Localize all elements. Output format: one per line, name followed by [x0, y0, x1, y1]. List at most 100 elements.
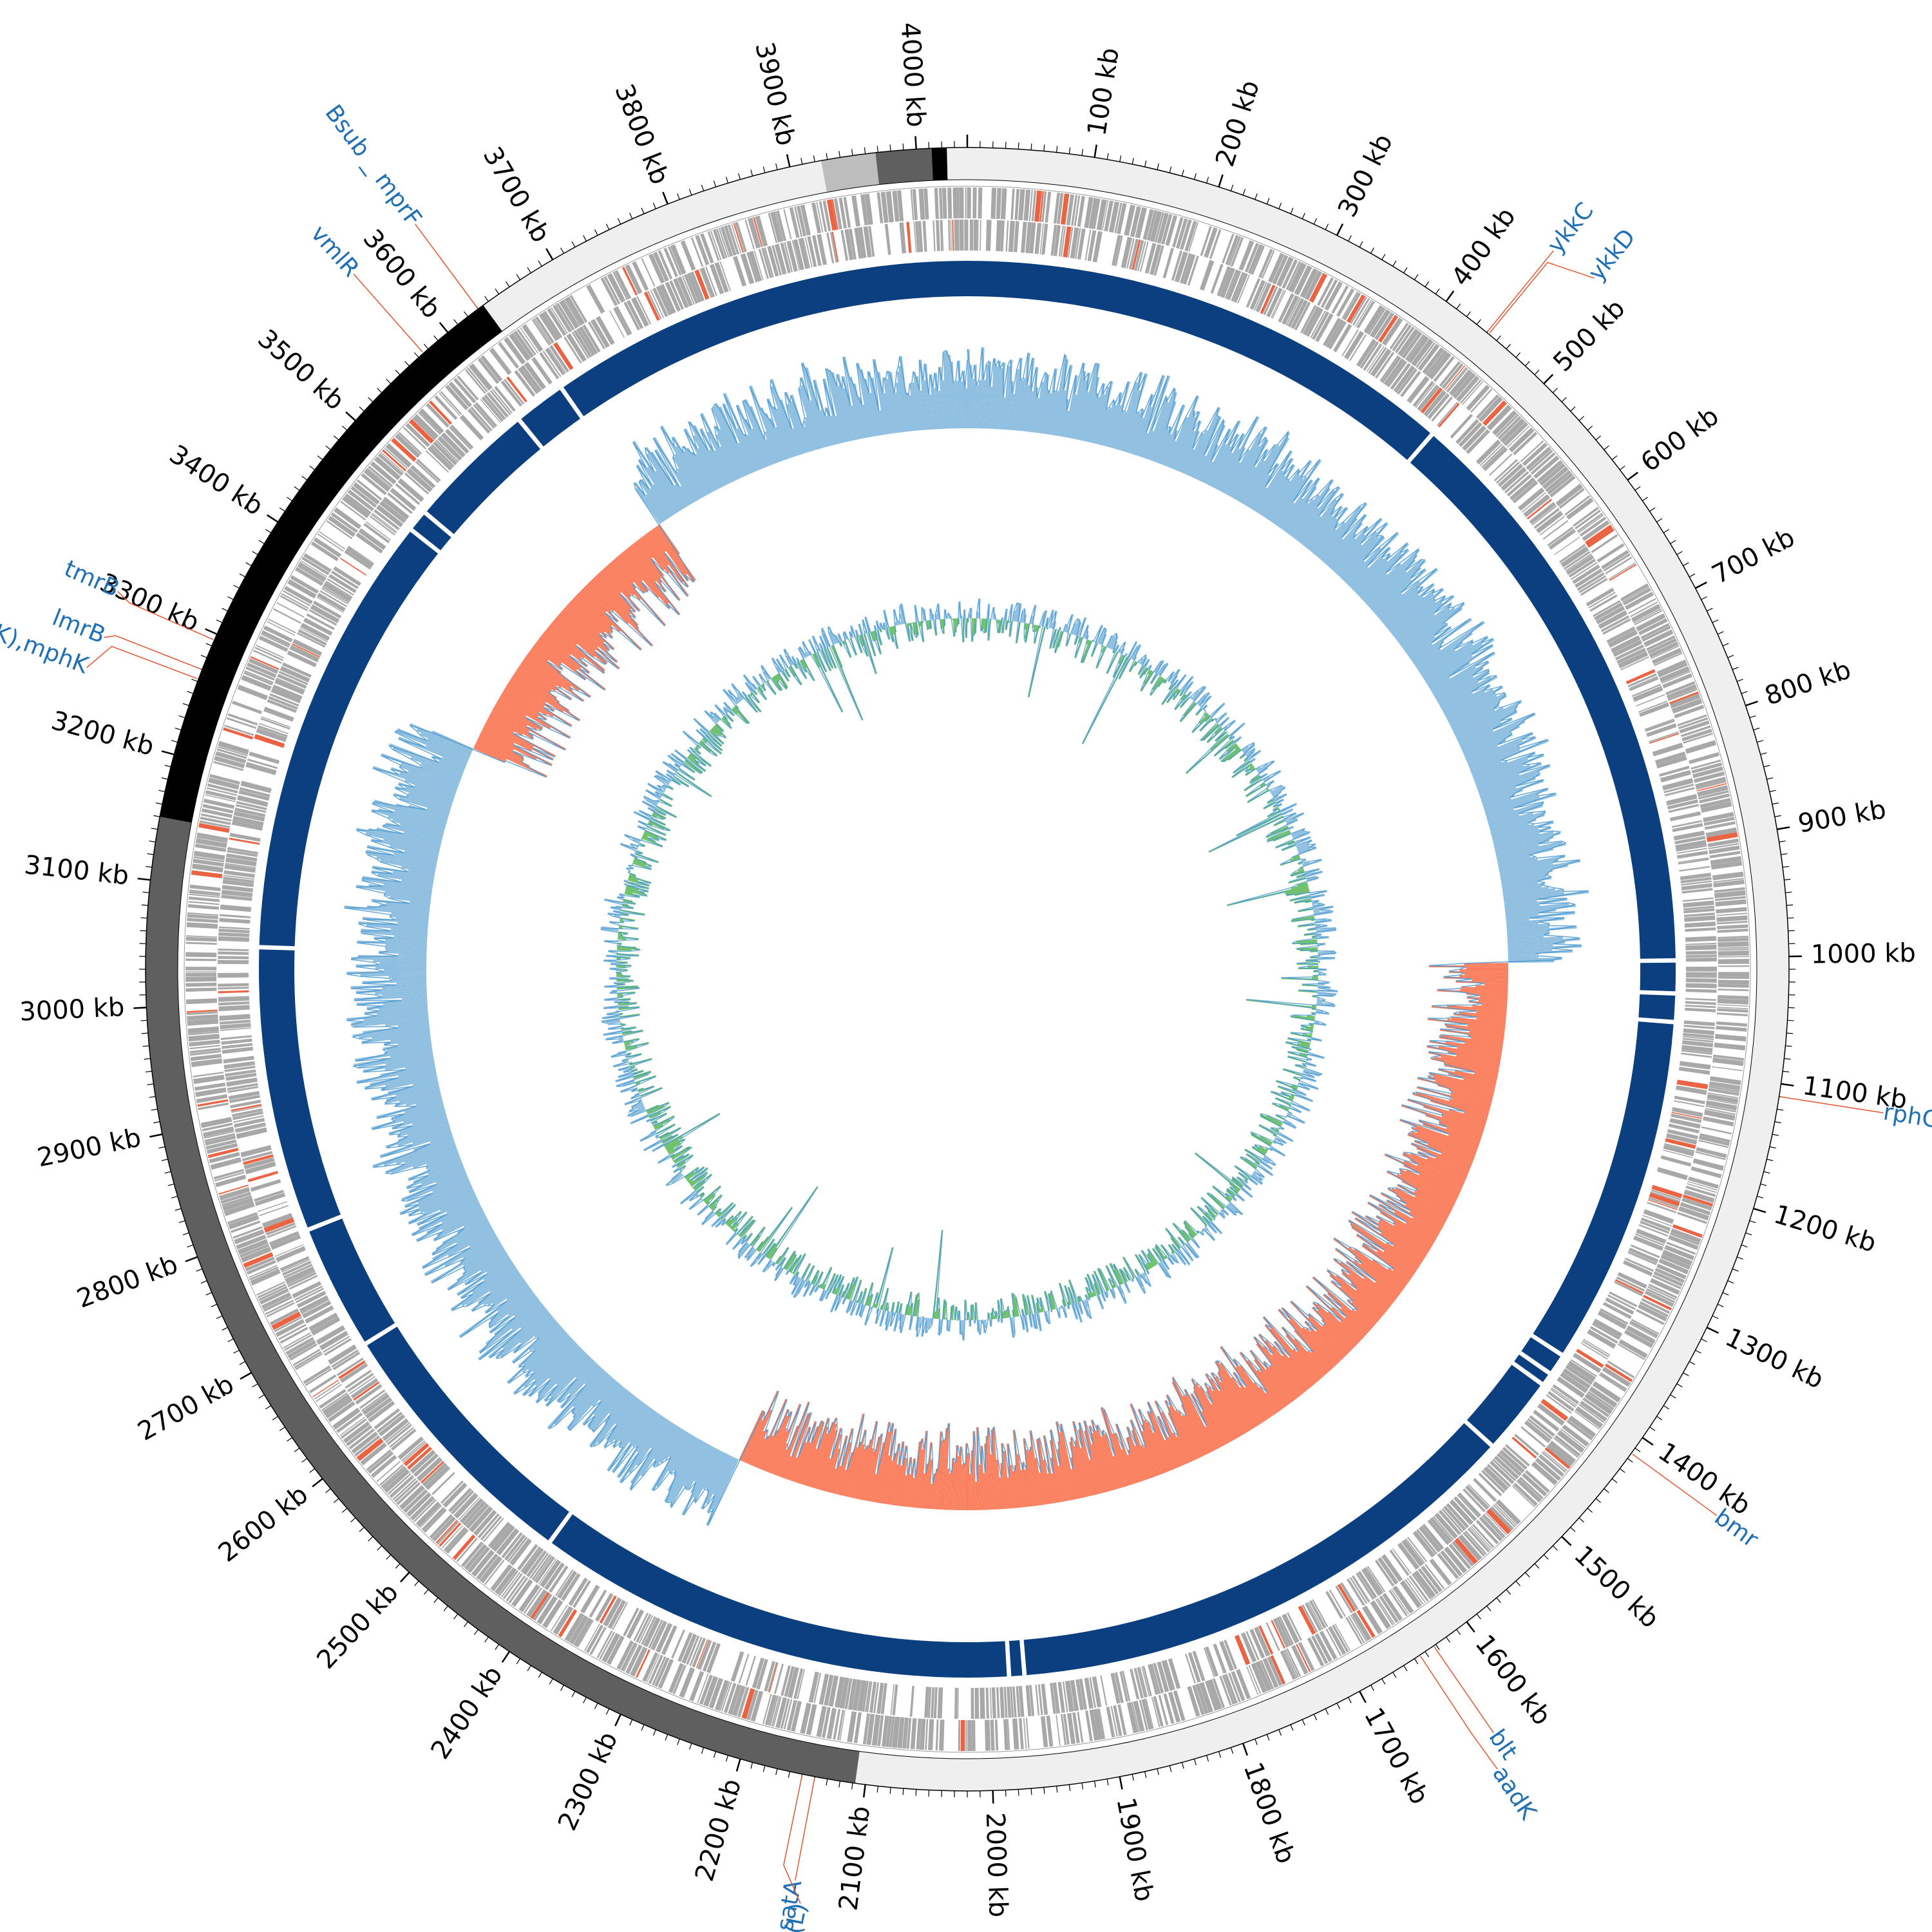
gc-content-bin	[1088, 1292, 1092, 1298]
gc-skew-positive-bin	[1313, 528, 1337, 555]
cds-feature	[1184, 220, 1197, 252]
cds-feature	[533, 357, 553, 384]
cds-feature	[1137, 241, 1146, 272]
tick-label: 3700 kb	[477, 142, 556, 248]
gc-skew-negative-bin	[1047, 1473, 1054, 1504]
tick-label: 800 kb	[1761, 655, 1855, 712]
cds-feature	[268, 618, 296, 634]
cds-feature	[1540, 1399, 1569, 1421]
cds-feature	[1153, 1662, 1164, 1694]
cds-feature	[1497, 1452, 1522, 1477]
cds-feature	[1446, 368, 1468, 393]
cds-feature	[1676, 850, 1709, 859]
cds-feature	[1066, 194, 1074, 225]
minor-tick	[1476, 1613, 1481, 1620]
cds-feature	[1629, 1247, 1659, 1263]
cds-feature	[1690, 759, 1721, 770]
minor-tick	[1722, 643, 1729, 647]
gc-skew-negative-bin	[1273, 1341, 1312, 1388]
gc-skew-positive-bin	[1293, 507, 1319, 540]
cds-feature	[480, 399, 501, 423]
cds-feature	[1589, 1326, 1618, 1344]
cds-feature	[728, 1684, 742, 1715]
minor-tick	[265, 529, 272, 533]
cds-feature	[279, 666, 310, 683]
minor-tick	[1619, 1468, 1625, 1473]
cds-feature	[897, 1717, 905, 1748]
gc-content-bin	[1045, 1311, 1050, 1324]
cds-feature	[991, 1687, 996, 1719]
gc-skew-positive-bin	[636, 1415, 663, 1453]
gc-content-bin	[1118, 654, 1124, 664]
cds-feature	[413, 1453, 439, 1477]
gc-skew-positive-bin	[803, 421, 815, 451]
cds-feature	[1052, 1682, 1057, 1714]
gc-skew-negative-bin	[758, 1435, 774, 1470]
gc-content-bin	[1291, 831, 1305, 837]
cds-feature	[296, 1291, 327, 1309]
gc-skew-positive-bin	[1507, 936, 1563, 942]
cds-feature	[646, 1654, 660, 1683]
gc-skew-positive-bin	[430, 1134, 453, 1144]
cds-feature	[1407, 1537, 1428, 1562]
cds-feature	[1608, 562, 1636, 580]
major-tick	[1218, 174, 1224, 187]
gc-content-bin	[984, 1320, 987, 1329]
cds-feature	[462, 1501, 486, 1526]
gc-skew-positive-bin	[381, 753, 460, 784]
cds-feature	[1482, 1513, 1506, 1538]
gc-skew-negative-bin	[612, 559, 634, 583]
cds-feature	[1396, 368, 1418, 395]
gc-skew-negative-bin	[1210, 1372, 1249, 1433]
cds-feature	[520, 365, 542, 393]
cds-feature	[700, 233, 714, 264]
cds-feature	[1399, 1580, 1422, 1609]
gc-skew-positive-bin	[378, 808, 446, 829]
gc-skew-positive-bin	[636, 1419, 669, 1466]
cds-feature	[948, 220, 951, 251]
minor-tick	[571, 1690, 576, 1698]
gc-skew-negative-bin	[1384, 1153, 1463, 1190]
gc-skew-positive-bin	[1367, 571, 1407, 607]
gc-skew-positive-bin	[354, 1047, 433, 1061]
gc-content-bin	[981, 618, 983, 631]
cds-feature	[793, 206, 803, 237]
gc-skew-positive-bin	[403, 831, 442, 843]
cds-feature	[243, 1252, 274, 1268]
minor-tick	[1169, 166, 1172, 173]
major-tick	[1777, 826, 1790, 831]
gc-content-bin	[1226, 1195, 1232, 1202]
cds-feature	[359, 1389, 386, 1410]
gc-skew-negative-bin	[1463, 1078, 1496, 1088]
gc-skew-negative-bin	[1323, 1324, 1352, 1352]
gc-skew-positive-bin	[603, 1399, 641, 1448]
cds-feature	[200, 813, 232, 822]
cds-feature	[187, 1018, 219, 1026]
gc-skew-positive-bin	[1134, 406, 1153, 456]
cds-feature	[1251, 1662, 1267, 1693]
cds-feature	[265, 1300, 294, 1315]
cds-feature	[1457, 1492, 1482, 1517]
cds-feature	[1204, 227, 1218, 258]
cds-feature	[1640, 623, 1670, 639]
cds-feature	[434, 395, 458, 421]
cds-feature	[1350, 296, 1367, 325]
cds-feature	[1544, 1447, 1571, 1470]
gc-skew-positive-bin	[1501, 876, 1552, 887]
cds-feature	[1716, 920, 1748, 925]
cds-feature	[1225, 234, 1239, 265]
cds-feature	[1681, 1040, 1714, 1048]
cds-feature	[561, 1573, 581, 1602]
minor-tick	[1515, 352, 1520, 358]
gc-skew-positive-bin	[397, 922, 428, 927]
minor-tick	[227, 596, 234, 600]
gc-content-bin	[632, 1103, 643, 1109]
gc-skew-positive-bin	[1471, 760, 1502, 774]
gc-skew-positive-bin	[368, 828, 441, 848]
cds-feature	[1600, 1372, 1627, 1391]
gc-skew-positive-bin	[1479, 777, 1536, 799]
cds-feature	[1356, 339, 1377, 367]
cds-feature	[1233, 272, 1248, 303]
gc-skew-positive-bin	[1083, 377, 1100, 442]
cds-feature	[351, 1431, 378, 1454]
